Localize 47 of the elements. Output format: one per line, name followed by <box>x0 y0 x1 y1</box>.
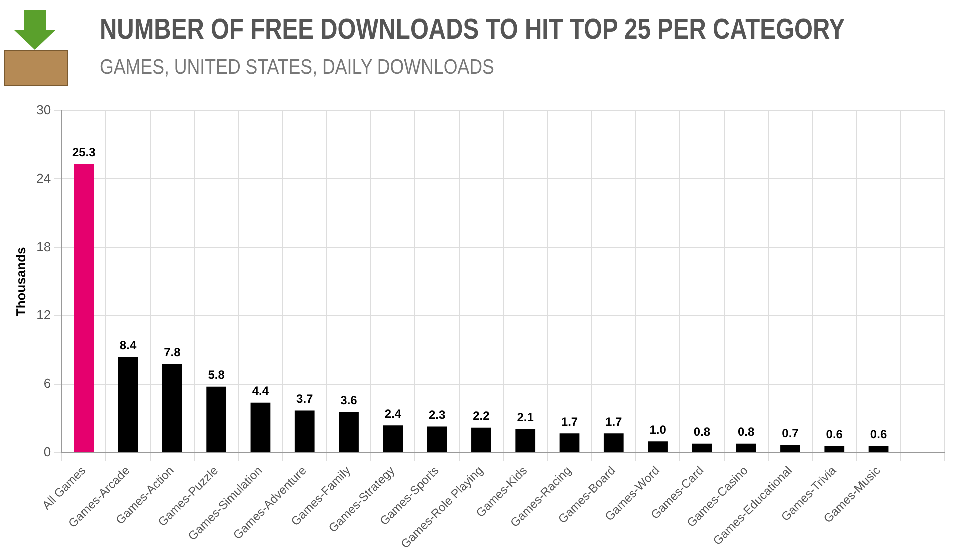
data-label: 0.6 <box>826 427 844 442</box>
y-tick-label: 30 <box>36 102 52 118</box>
data-label: 0.7 <box>782 426 800 440</box>
bar <box>118 357 138 453</box>
data-label: 0.6 <box>870 427 888 442</box>
data-label: 1.7 <box>561 414 578 429</box>
y-tick-label: 12 <box>36 308 52 323</box>
bar <box>162 364 182 453</box>
data-label: 2.2 <box>473 409 490 424</box>
y-axis-title: Thousands <box>13 247 28 317</box>
data-label: 0.8 <box>738 425 756 440</box>
bar <box>868 446 889 453</box>
data-label: 8.4 <box>120 338 137 352</box>
data-label: 4.4 <box>252 384 270 398</box>
bar <box>339 412 359 453</box>
bar <box>516 429 536 453</box>
bar <box>294 410 315 453</box>
chart-title: NUMBER OF FREE DOWNLOADS TO HIT TOP 25 PER CATEGORY <box>100 14 846 47</box>
bar <box>824 446 845 453</box>
bar <box>604 434 624 453</box>
data-label: 2.1 <box>517 410 534 424</box>
data-label: 3.6 <box>340 393 358 408</box>
bar <box>472 428 492 453</box>
bar <box>648 442 668 453</box>
data-label: 5.8 <box>208 368 226 382</box>
data-label: 2.4 <box>384 406 402 421</box>
y-tick-label: 24 <box>36 170 52 186</box>
data-label: 7.8 <box>164 345 182 360</box>
bar <box>206 386 227 453</box>
data-label: 1.0 <box>650 422 667 437</box>
bar <box>74 164 94 453</box>
bar <box>692 444 712 453</box>
data-label: 0.8 <box>694 425 711 440</box>
bar <box>383 426 404 453</box>
data-label: 1.7 <box>606 414 623 429</box>
data-label: 25.3 <box>72 146 96 160</box>
bar <box>427 426 448 453</box>
y-tick-label: 6 <box>44 376 52 392</box>
bar <box>560 434 580 453</box>
chart-subtitle: GAMES, UNITED STATES, DAILY DOWNLOADS <box>100 56 494 80</box>
data-label: 2.3 <box>428 408 446 422</box>
y-tick-label: 0 <box>44 444 52 460</box>
bar <box>250 402 271 453</box>
bar <box>780 445 800 453</box>
y-tick-label: 18 <box>36 239 52 254</box>
data-label: 3.7 <box>296 392 314 406</box>
bar <box>736 444 756 453</box>
